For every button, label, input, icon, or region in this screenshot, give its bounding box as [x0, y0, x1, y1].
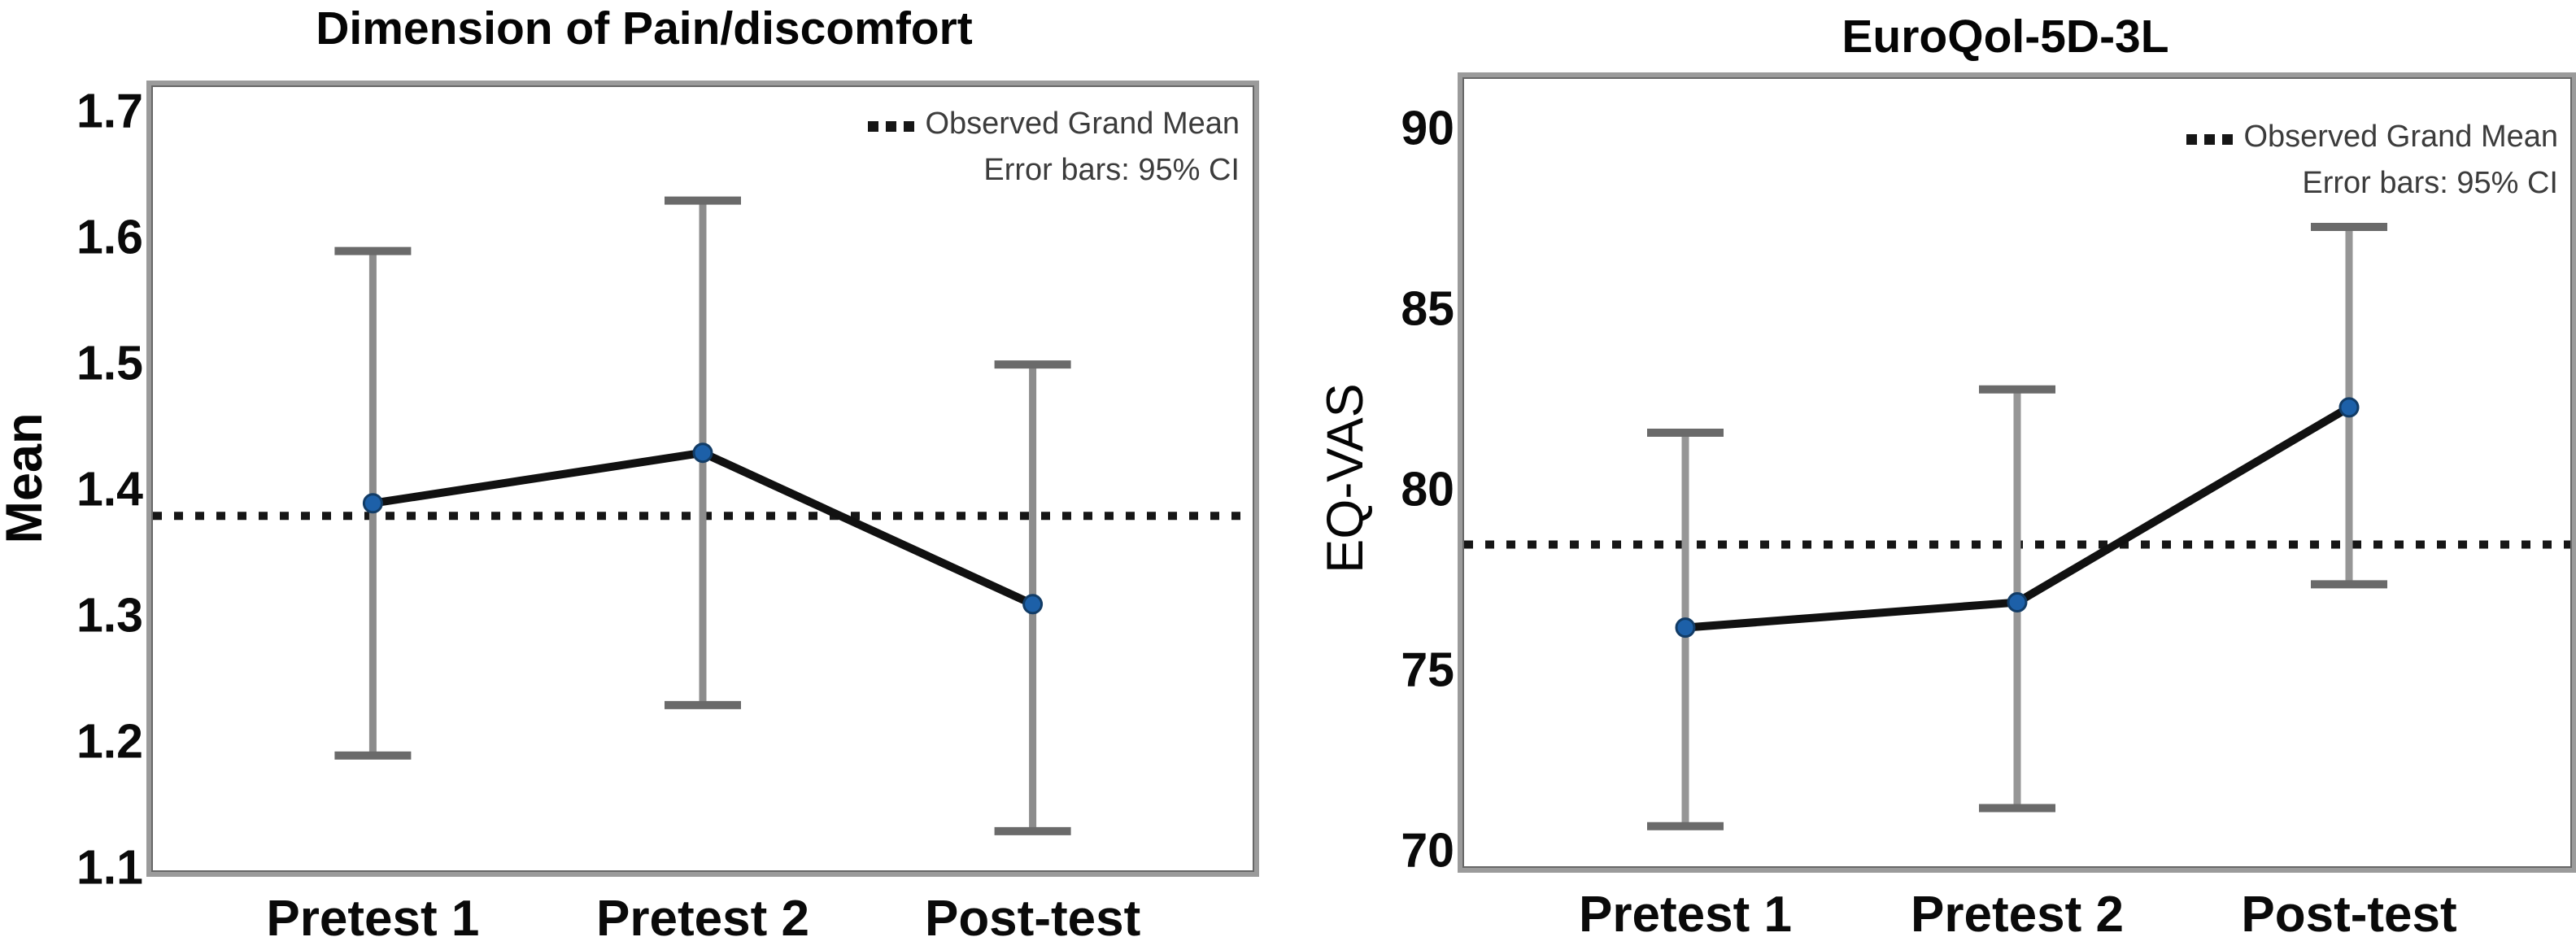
x-category-label: Post-test: [2241, 887, 2457, 937]
chart-title: EuroQol-5D-3L: [1842, 11, 2169, 63]
data-point-marker: [362, 493, 383, 514]
grand-mean-dash-icon: [868, 99, 915, 146]
y-tick-label: 1.7: [76, 84, 143, 138]
legend-error-bars-row: Error bars: 95% CI: [868, 147, 1240, 194]
y-tick-label: 1.6: [76, 210, 143, 264]
data-point-marker: [1022, 594, 1044, 615]
x-category-label: Pretest 1: [266, 891, 480, 937]
legend-grand-mean-row: Observed Grand Mean: [2186, 112, 2558, 160]
y-axis-title: Mean: [0, 412, 53, 544]
y-tick-label: 70: [1401, 823, 1454, 878]
plot-area: [1464, 222, 2570, 830]
y-tick-label: 1.5: [76, 336, 143, 390]
legend-grand-mean-label: Observed Grand Mean: [2243, 120, 2558, 154]
plot-border: [1458, 72, 2576, 873]
x-category-label: Pretest 1: [1579, 887, 1792, 937]
plot-area: [153, 196, 1253, 835]
data-point-marker: [1675, 617, 1696, 638]
plot-border: [146, 81, 1259, 877]
data-point-marker: [692, 442, 713, 464]
legend-error-bars-note: Error bars: 95% CI: [983, 153, 1240, 187]
legend: Observed Grand Mean Error bars: 95% CI: [2186, 112, 2558, 207]
y-tick-label: 80: [1401, 462, 1454, 516]
legend: Observed Grand Mean Error bars: 95% CI: [868, 99, 1240, 194]
y-tick-label: 1.2: [76, 715, 143, 769]
chart-title: Dimension of Pain/discomfort: [316, 2, 973, 54]
x-category-label: Pretest 2: [1911, 887, 2124, 937]
legend-grand-mean-label: Observed Grand Mean: [925, 107, 1240, 141]
chart-pain-discomfort: Dimension of Pain/discomfort Mean Observ…: [0, 2, 1259, 937]
legend-error-bars-row: Error bars: 95% CI: [2186, 160, 2558, 207]
grand-mean-dash-icon: [2186, 112, 2234, 159]
y-tick-label: 75: [1401, 643, 1454, 697]
y-tick-label: 1.3: [76, 588, 143, 643]
legend-grand-mean-row: Observed Grand Mean: [868, 99, 1240, 147]
chart-euroqol-5d-3l: EuroQol-5D-3L EQ-VAS Observed Grand Mean…: [1288, 0, 2576, 937]
data-point-marker: [2007, 592, 2028, 613]
legend-error-bars-note: Error bars: 95% CI: [2302, 166, 2558, 200]
x-category-label: Post-test: [924, 891, 1141, 937]
data-point-marker: [2338, 397, 2360, 418]
y-axis-title: EQ-VAS: [1317, 383, 1374, 573]
y-tick-label: 1.1: [76, 841, 143, 896]
y-tick-label: 90: [1401, 101, 1454, 155]
x-category-label: Pretest 2: [596, 891, 809, 937]
y-tick-label: 85: [1401, 281, 1454, 336]
y-tick-label: 1.4: [76, 462, 143, 516]
